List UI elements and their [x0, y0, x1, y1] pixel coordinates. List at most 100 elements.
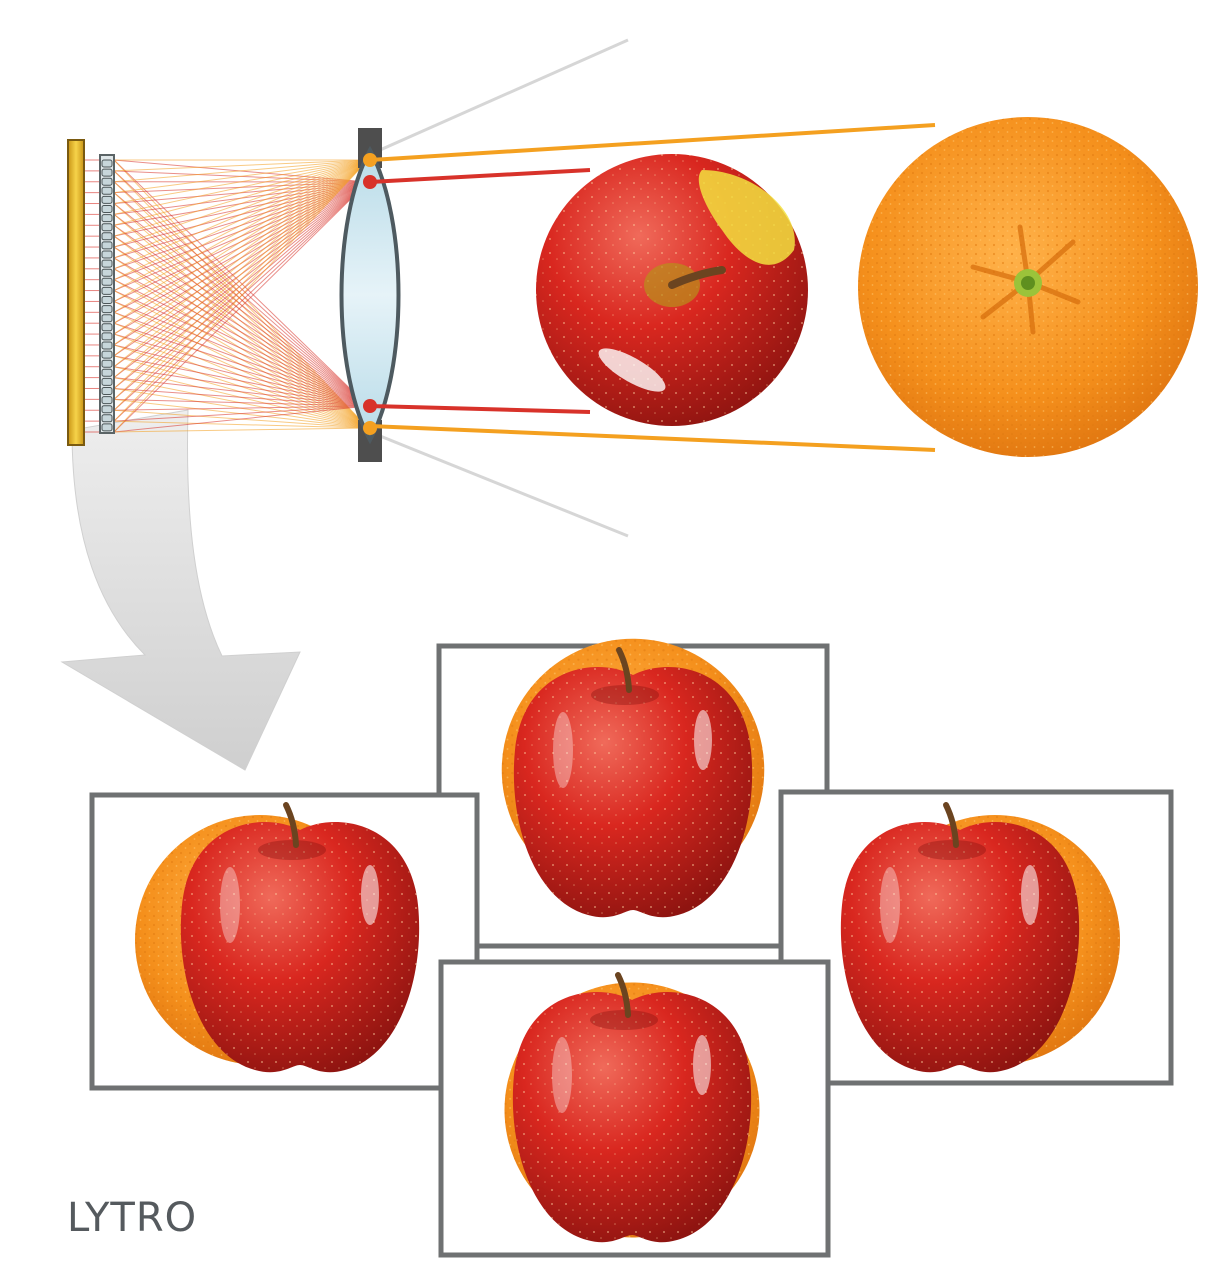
- light-ray: [113, 159, 369, 172]
- light-ray: [113, 159, 369, 281]
- view-bottom: [438, 959, 831, 1258]
- light-ray: [113, 405, 369, 411]
- light-ray: [113, 159, 369, 313]
- microlens-cell: [101, 259, 113, 268]
- light-ray: [113, 290, 369, 407]
- light-ray: [113, 159, 369, 324]
- microlens-cell: [101, 341, 113, 350]
- light-ray: [113, 159, 369, 292]
- microlens-cell: [101, 214, 113, 223]
- view-left: [89, 792, 480, 1091]
- light-ray: [113, 398, 369, 407]
- light-ray: [113, 366, 369, 407]
- light-ray: [113, 235, 369, 407]
- light-ray: [113, 159, 369, 183]
- light-ray: [113, 159, 369, 389]
- microlens-cell: [101, 359, 113, 368]
- microlens-cell: [101, 268, 113, 277]
- light-ray: [113, 159, 369, 422]
- light-ray: [113, 246, 369, 407]
- microlens-cell: [101, 332, 113, 341]
- microlens-cell: [101, 405, 113, 414]
- microlens-cell: [101, 241, 113, 250]
- light-ray: [113, 192, 369, 407]
- light-ray: [113, 159, 369, 378]
- light-ray: [113, 268, 369, 407]
- microlens-cell: [101, 277, 113, 286]
- microlens-cell: [101, 323, 113, 332]
- light-ray: [113, 159, 369, 368]
- brand-logo-text: LYTRO: [67, 1195, 197, 1241]
- arrow-icon: [60, 409, 301, 771]
- gray-rays: [379, 38, 629, 538]
- light-ray: [113, 322, 369, 407]
- microlens-cell: [101, 377, 113, 386]
- light-ray: [113, 405, 369, 433]
- light-ray: [113, 427, 369, 433]
- light-ray: [113, 159, 369, 302]
- light-ray: [113, 170, 369, 407]
- microlens-cell: [101, 159, 113, 168]
- light-ray: [113, 159, 369, 259]
- light-ray: [113, 355, 369, 407]
- microlens-cell: [101, 168, 113, 177]
- light-ray: [113, 224, 369, 407]
- object-rays: [363, 123, 936, 452]
- light-ray: [113, 377, 369, 407]
- light-ray: [113, 181, 369, 433]
- microlens-cell: [101, 387, 113, 395]
- microlens-cell: [101, 414, 113, 423]
- light-ray: [113, 159, 369, 407]
- microlens-cell: [101, 195, 113, 204]
- microlens-cell: [101, 232, 113, 241]
- light-ray: [113, 159, 369, 411]
- light-ray: [113, 300, 369, 407]
- light-ray: [113, 159, 369, 433]
- microlens-cell: [101, 286, 113, 295]
- light-ray: [113, 159, 369, 346]
- sensor-icon: [67, 139, 85, 446]
- microlens-cell: [101, 350, 113, 359]
- apple-icon: [536, 154, 808, 426]
- light-ray: [113, 344, 369, 407]
- microlens-cell: [101, 423, 113, 432]
- light-ray: [113, 159, 369, 226]
- microlens-cell: [101, 250, 113, 259]
- microlens-array-icon: [99, 154, 115, 434]
- light-ray: [113, 405, 369, 422]
- microlens-cell: [101, 314, 113, 323]
- light-ray: [113, 311, 369, 407]
- light-ray: [113, 214, 369, 407]
- orange-icon: [858, 117, 1198, 457]
- light-ray: [113, 333, 369, 407]
- microlens-cell: [101, 186, 113, 195]
- microlens-cell: [101, 305, 113, 314]
- light-ray: [113, 159, 369, 357]
- light-ray: [113, 159, 369, 248]
- light-ray: [113, 159, 369, 215]
- light-ray: [113, 279, 369, 407]
- microlens-cell: [101, 368, 113, 377]
- light-ray: [113, 181, 369, 407]
- view-right: [778, 789, 1174, 1086]
- light-ray: [113, 203, 369, 407]
- light-ray: [113, 420, 369, 429]
- light-ray: [113, 257, 369, 407]
- main-lens-icon: [339, 145, 401, 445]
- ray-bundle: [84, 159, 369, 433]
- microlens-cell: [101, 205, 113, 213]
- microlens-cell: [101, 177, 113, 186]
- light-ray: [113, 159, 369, 335]
- light-ray: [113, 159, 369, 194]
- view-top: [436, 638, 830, 949]
- brand-logo: LYTRO: [67, 1195, 197, 1241]
- light-ray: [113, 159, 369, 270]
- light-ray: [113, 159, 369, 400]
- light-ray: [113, 159, 369, 237]
- microlens-cell: [101, 223, 113, 232]
- light-ray: [113, 159, 369, 205]
- light-ray: [113, 181, 369, 422]
- microlens-cell: [101, 296, 113, 304]
- microlens-cell: [101, 396, 113, 405]
